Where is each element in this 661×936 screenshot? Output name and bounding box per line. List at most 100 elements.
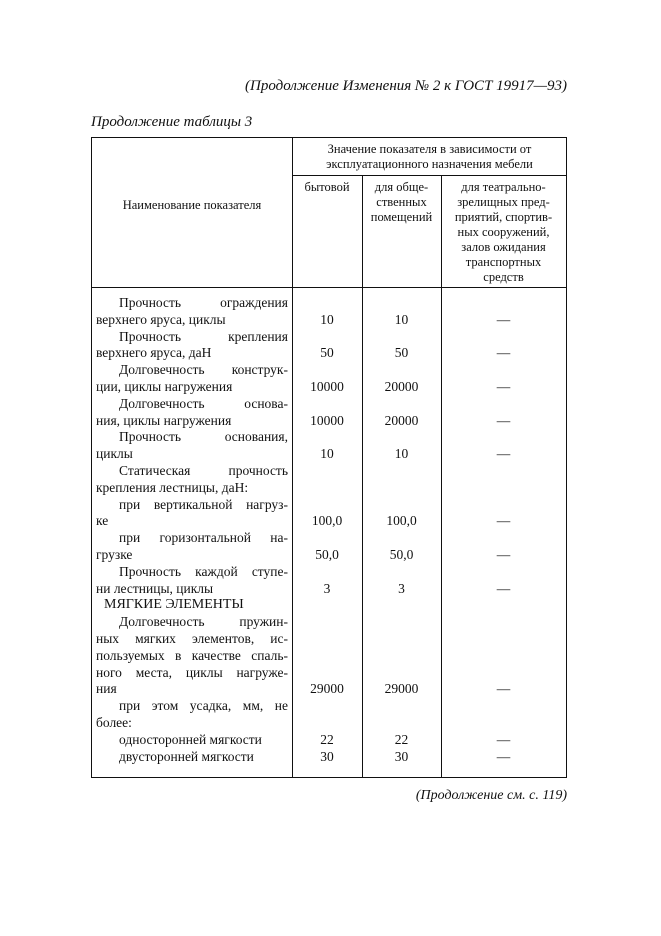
header-line: для обще- [374, 180, 429, 194]
value-household: 50,0 [292, 530, 362, 564]
indicator-name: Статическая прочность крепления лестницы,… [92, 463, 288, 497]
table-row: Прочность каждой ступе-ни лестницы, цикл… [92, 564, 566, 598]
column-header-public: для обще- ственных помещений [362, 180, 441, 225]
table-row: Долговечность основа-ния, циклы нагружен… [92, 396, 566, 430]
indicator-name-line: ных мягких элементов, ис- [96, 630, 288, 646]
header-line: для театрально- [461, 180, 546, 194]
indicator-name: при горизонтальной на-грузке [92, 530, 288, 564]
value-household [292, 463, 362, 497]
table-row: Прочность основания, циклы 10 10 — [92, 429, 566, 463]
cell-value: — [496, 748, 511, 764]
column-header-theatre: для театрально- зрелищных пред- приятий,… [441, 180, 566, 285]
header-line: зрелищных пред- [457, 195, 550, 209]
data-table: Наименование показателя Значение показат… [91, 137, 567, 778]
indicator-name-line: Долговечность основа- [119, 395, 288, 411]
header-line: приятий, спортив- [454, 210, 553, 224]
cell-value: 50 [320, 345, 334, 361]
value-theatre: — [441, 564, 566, 598]
cell-value: — [496, 412, 511, 428]
cell-value: 20000 [384, 378, 419, 394]
indicator-name-line: Прочность основания, [119, 429, 288, 445]
table-caption: Продолжение таблицы 3 [91, 114, 253, 130]
cell-value: 100,0 [386, 513, 417, 529]
indicator-name-line: верхнего яруса, циклы [96, 311, 226, 327]
value-public: 22 [362, 732, 441, 749]
value-theatre: — [441, 732, 566, 749]
header-line: ных сооружений, [457, 225, 550, 239]
header-line: средств [483, 270, 524, 284]
group-header: Значение показателя в зависимости от экс… [292, 142, 567, 172]
indicator-name-line: Статическая прочность [119, 462, 288, 478]
cell-value: — [496, 311, 511, 327]
indicator-name-line: Долговечность пружин- [119, 614, 288, 630]
header-line: помещений [370, 210, 433, 224]
indicator-name: Долговечность основа-ния, циклы нагружен… [92, 396, 288, 430]
value-theatre: — [441, 429, 566, 463]
value-household: 3 [292, 564, 362, 598]
cell-value: 29000 [384, 681, 419, 697]
cell-value: — [496, 580, 511, 596]
group-header-line: Значение показателя в зависимости от [327, 142, 532, 156]
table-row: двусторонней мягкости 30 30 — [92, 749, 566, 766]
value-household: 10 [292, 295, 362, 329]
indicator-name-line: более: [96, 714, 132, 730]
indicator-name-line: Прочность ограждения [119, 295, 288, 310]
table-row: односторонней мягкости 22 22 — [92, 732, 566, 749]
header-line: ственных [376, 195, 427, 209]
header-line: залов ожидания [461, 240, 546, 254]
table-row: при горизонтальной на-грузке 50,0 50,0 — [92, 530, 566, 564]
indicator-name: Прочность основания, циклы [92, 429, 288, 463]
cell-value: 30 [394, 748, 409, 764]
indicator-name-line: ции, циклы нагружения [96, 378, 233, 394]
value-theatre: — [441, 362, 566, 396]
cell-value: — [496, 513, 511, 529]
value-public: 3 [362, 564, 441, 598]
cell-value: 20000 [384, 412, 419, 428]
indicator-name: Прочность каждой ступе-ни лестницы, цикл… [92, 564, 288, 598]
value-household: 10000 [292, 362, 362, 396]
indicator-name-line: двусторонней мягкости [119, 748, 254, 764]
indicator-name-line: ния, циклы нагружения [96, 412, 232, 428]
value-theatre [441, 698, 566, 732]
value-public: 20000 [362, 396, 441, 430]
cell-value: — [496, 378, 511, 394]
cell-value: — [496, 731, 511, 747]
value-theatre: — [441, 329, 566, 363]
value-household: 29000 [292, 614, 362, 698]
cell-value: 50,0 [315, 546, 339, 562]
value-household: 50 [292, 329, 362, 363]
indicator-name: при вертикальной нагруз-ке [92, 497, 288, 531]
value-theatre: — [441, 497, 566, 531]
value-public: 10 [362, 429, 441, 463]
value-public: 10 [362, 295, 441, 329]
value-public: 50,0 [362, 530, 441, 564]
group-header-line: эксплуатационного назначения мебели [326, 157, 533, 171]
table-row: Долговечность пружин-ных мягких элементо… [92, 614, 566, 698]
indicator-name-line: ния [96, 681, 117, 697]
value-household: 22 [292, 732, 362, 749]
value-public: 50 [362, 329, 441, 363]
value-household: 30 [292, 749, 362, 766]
cell-value: 22 [394, 731, 409, 747]
cell-value: 100,0 [311, 513, 343, 529]
value-theatre: — [441, 396, 566, 430]
document-header: (Продолжение Изменения № 2 к ГОСТ 19917—… [245, 78, 567, 94]
cell-value: 29000 [310, 681, 344, 697]
value-public: 29000 [362, 614, 441, 698]
cell-value: 50,0 [389, 546, 414, 562]
table-row: при вертикальной нагруз-ке 100,0 100,0 — [92, 497, 566, 531]
value-theatre [441, 463, 566, 497]
row-divider [92, 287, 566, 288]
indicator-name-line: крепления лестницы, даН: [96, 479, 249, 495]
value-public [362, 463, 441, 497]
value-theatre: — [441, 614, 566, 698]
indicator-name: Прочность ограждения верхнего яруса, цикл… [92, 295, 288, 329]
header-line: бытовой [304, 180, 350, 194]
cell-value: 22 [320, 731, 334, 747]
value-theatre: — [441, 749, 566, 766]
continuation-note: (Продолжение см. с. 119) [415, 788, 567, 803]
value-public [362, 698, 441, 732]
indicator-name-line: при вертикальной нагруз- [119, 496, 288, 512]
column-divider [292, 138, 293, 777]
cell-value: — [496, 345, 511, 361]
